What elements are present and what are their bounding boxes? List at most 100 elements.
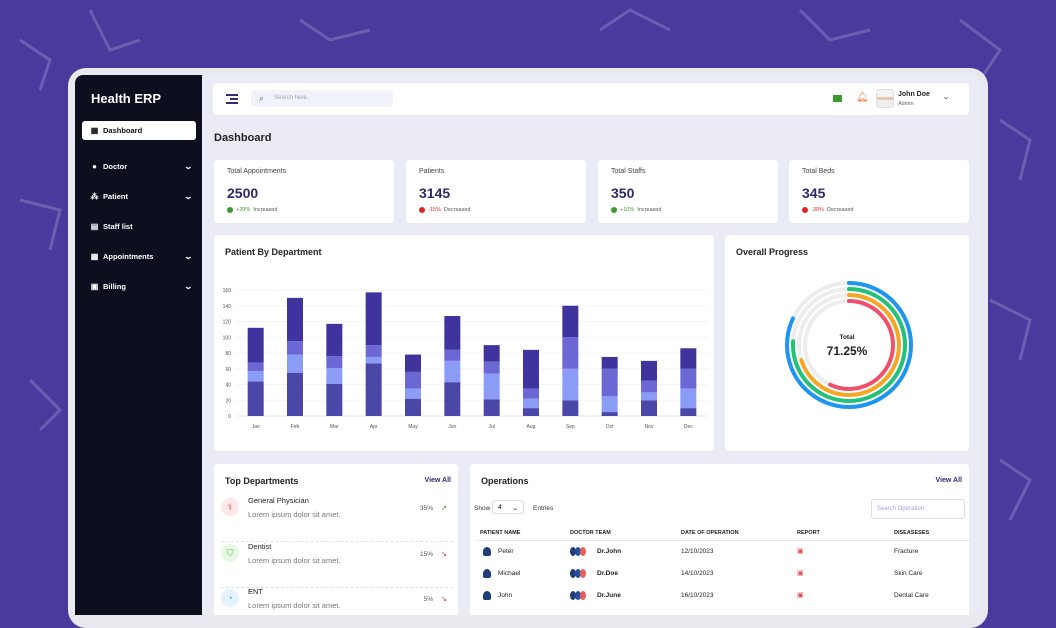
bar-segment[interactable] (562, 305, 579, 338)
column-header[interactable]: DISEASESES (891, 526, 970, 541)
sidebar-item-staff-list[interactable]: ▤ Staff list (90, 221, 133, 231)
bar-segment[interactable] (287, 297, 303, 342)
bar-segment[interactable] (247, 381, 264, 416)
sidebar-item-billing[interactable]: ▣ Billing ⌄ (90, 281, 194, 291)
bar-segment[interactable] (444, 315, 461, 350)
bar-segment[interactable] (444, 349, 461, 361)
bar-segment[interactable] (287, 354, 303, 373)
bar-segment[interactable] (326, 383, 343, 416)
bar-segment[interactable] (641, 400, 657, 416)
bar-segment[interactable] (483, 345, 500, 362)
patient-name: Peter (498, 547, 514, 555)
bar-segment[interactable] (365, 356, 382, 364)
user-icon: ● (92, 161, 97, 171)
bar-segment[interactable] (641, 392, 657, 401)
y-tick-label: 60 (225, 367, 231, 373)
sidebar-item-dashboard[interactable]: ▦ Dashboard (82, 121, 196, 140)
list-item[interactable]: ◔ ENT Lorem ipsum dolor sit amet. 5% ↘ (221, 587, 453, 615)
chart-title: Patient By Department (225, 247, 322, 257)
stat-card: Total Staffs 350 +10% Increased (598, 160, 778, 223)
bar-segment[interactable] (601, 368, 618, 397)
bar-segment[interactable] (326, 367, 343, 384)
stat-card: Total Beds 345 -30% Decreased (789, 160, 969, 223)
y-tick-label: 0 (228, 414, 231, 420)
list-item[interactable]: ⛉ Dentist Lorem ipsum dolor sit amet. 15… (221, 542, 453, 588)
bar-segment[interactable] (247, 371, 264, 382)
search-icon: ⌕ (259, 93, 265, 103)
search-input[interactable]: ⌕ Search here.. (251, 90, 393, 107)
patient-avatar (483, 568, 491, 578)
bar-segment[interactable] (523, 349, 539, 389)
x-tick-label: Jul (488, 424, 494, 430)
table-row[interactable]: Michael Dr.Doe 14/10/2023 ▣ Skin Care (477, 562, 970, 584)
column-header[interactable]: DATE OF OPERATION (678, 526, 794, 541)
bar-segment[interactable] (483, 361, 500, 374)
bar-segment[interactable] (523, 388, 539, 399)
x-tick-label: Sep (566, 424, 575, 430)
sidebar-item-appointments[interactable]: ▦ Appointments ⌄ (90, 251, 194, 261)
radial-center-value: 71.25% (826, 344, 868, 358)
sidebar-item-doctor[interactable]: ● Doctor ⌄ (82, 151, 196, 181)
column-header[interactable]: REPORT (794, 526, 891, 541)
bar-segment[interactable] (641, 380, 657, 393)
chart-title: Overall Progress (736, 247, 809, 257)
dept-percent: 15% (419, 551, 433, 558)
x-tick-label: Mar (330, 424, 339, 430)
bar-segment[interactable] (562, 368, 579, 401)
trend-icon (227, 207, 233, 213)
bell-icon[interactable]: 🔔︎ (856, 92, 869, 103)
chevron-down-icon[interactable]: ⌄ (941, 94, 951, 101)
grid-icon: ▦ (90, 126, 99, 135)
entries-select[interactable]: 4 ⌄ (492, 500, 524, 514)
table-row[interactable]: Peter Dr.John 12/10/2023 ▣ Fracture (477, 540, 970, 562)
bar-segment[interactable] (247, 362, 264, 372)
bar-segment[interactable] (365, 292, 382, 346)
pdf-report-icon[interactable]: ▣ (797, 548, 804, 556)
patient-name: John (498, 591, 513, 599)
bar-segment[interactable] (405, 388, 421, 399)
user-role: Admin (898, 101, 914, 107)
bar-segment[interactable] (247, 327, 264, 363)
bar-segment[interactable] (680, 348, 697, 369)
column-header[interactable]: PATIENT NAME (477, 526, 567, 541)
bar-segment[interactable] (444, 360, 461, 383)
bar-segment[interactable] (287, 341, 303, 355)
bar-segment[interactable] (483, 373, 500, 400)
view-all-link[interactable]: View All (424, 477, 451, 484)
bar-segment[interactable] (405, 354, 421, 372)
table-row[interactable]: John Dr.June 16/10/2023 ▣ Dental Care (477, 584, 970, 606)
menu-toggle-icon[interactable] (226, 94, 238, 106)
sidebar-item-patient[interactable]: ⁂ Patient ⌄ (90, 191, 194, 201)
bar-segment[interactable] (680, 408, 697, 416)
bar-segment[interactable] (562, 400, 579, 416)
bar-segment[interactable] (483, 399, 500, 416)
bar-segment[interactable] (601, 412, 618, 416)
bar-segment[interactable] (365, 363, 382, 416)
column-header[interactable]: DOCTOR TEAM (567, 526, 678, 541)
bar-segment[interactable] (405, 398, 421, 416)
pdf-report-icon[interactable]: ▣ (797, 592, 804, 599)
bar-segment[interactable] (680, 388, 697, 409)
bar-segment[interactable] (523, 408, 539, 416)
bar-segment[interactable] (523, 398, 539, 409)
view-all-link[interactable]: View All (935, 477, 962, 484)
bar-segment[interactable] (680, 368, 697, 389)
bar-segment[interactable] (562, 337, 579, 369)
bar-segment[interactable] (287, 372, 303, 416)
bar-segment[interactable] (326, 323, 343, 357)
top-departments-card: Top Departments View All ⚕ General Physi… (214, 464, 458, 615)
doctor-name: Dr.June (597, 591, 621, 599)
bar-segment[interactable] (641, 360, 657, 381)
bar-segment[interactable] (365, 345, 382, 357)
app-window: Health ERP ▦ Dashboard ● Doctor ⌄ ⁂ Patient ⌄… (75, 75, 981, 615)
bar-segment[interactable] (601, 356, 618, 369)
mail-icon[interactable] (833, 95, 842, 102)
bar-segment[interactable] (405, 371, 421, 389)
avatar[interactable] (876, 89, 894, 108)
search-operation-input[interactable]: Search Operation (871, 499, 965, 519)
bar-segment[interactable] (326, 356, 343, 368)
bar-segment[interactable] (444, 382, 461, 416)
pdf-report-icon[interactable]: ▣ (797, 570, 804, 577)
bar-segment[interactable] (601, 396, 618, 413)
list-item[interactable]: ⚕ General Physician Lorem ipsum dolor si… (221, 496, 453, 542)
